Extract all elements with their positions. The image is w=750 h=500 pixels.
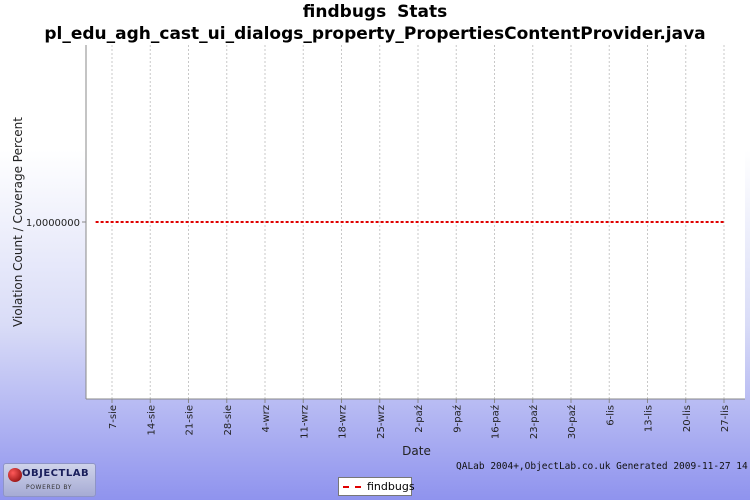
y-tick-label: 1,0000000	[26, 218, 80, 229]
x-tick-label: 4-wrz	[261, 405, 272, 433]
logo-powered-by: POWERED BY	[26, 484, 73, 491]
chart-subtitle: pl_edu_agh_cast_ui_dialogs_property_Prop…	[44, 24, 706, 44]
logo-wordmark: OBJECTLAB	[22, 468, 90, 479]
y-tick-labels: 1,0000000	[26, 218, 86, 229]
x-tick-label: 11-wrz	[299, 405, 310, 439]
x-tick-label: 25-wrz	[376, 405, 387, 439]
legend-label-findbugs: findbugs	[367, 480, 415, 493]
legend-swatch-findbugs	[343, 486, 361, 488]
objectlab-logo[interactable]: OBJECTLAB POWERED BY	[3, 463, 96, 497]
x-tick-label: 18-wrz	[338, 405, 349, 439]
generated-footer: QALab 2004+,ObjectLab.co.uk Generated 20…	[456, 461, 750, 472]
x-tick-label: 20-lis	[682, 405, 693, 432]
chart-title: findbugs Stats	[302, 2, 448, 22]
x-tick-labels: 7-sie 14-sie 21-sie 28-sie 4-wrz 11-wrz 18-wrz…	[108, 399, 731, 439]
x-tick-label: 28-sie	[223, 405, 234, 435]
x-tick-label: 7-sie	[108, 405, 119, 429]
x-tick-label: 21-sie	[185, 405, 196, 435]
x-tick-label: 9-paź	[451, 405, 463, 433]
chart-title-block: findbugs Stats pl_edu_agh_cast_ui_dialog…	[0, 0, 750, 45]
x-tick-label: 2-paź	[413, 405, 425, 433]
x-axis-title: Date	[402, 444, 431, 458]
x-tick-label: 23-paź	[528, 405, 540, 439]
x-tick-label: 30-paź	[566, 405, 578, 439]
legend: findbugs	[338, 477, 415, 496]
x-tick-label: 6-lis	[605, 405, 616, 426]
y-axis-title: Violation Count / Coverage Percent	[11, 117, 25, 327]
x-tick-label: 16-paź	[490, 405, 502, 439]
x-tick-label: 13-lis	[644, 405, 655, 432]
x-tick-label: 27-lis	[720, 405, 731, 432]
objectlab-logo-mark-icon	[8, 468, 22, 482]
x-tick-label: 14-sie	[146, 405, 157, 435]
